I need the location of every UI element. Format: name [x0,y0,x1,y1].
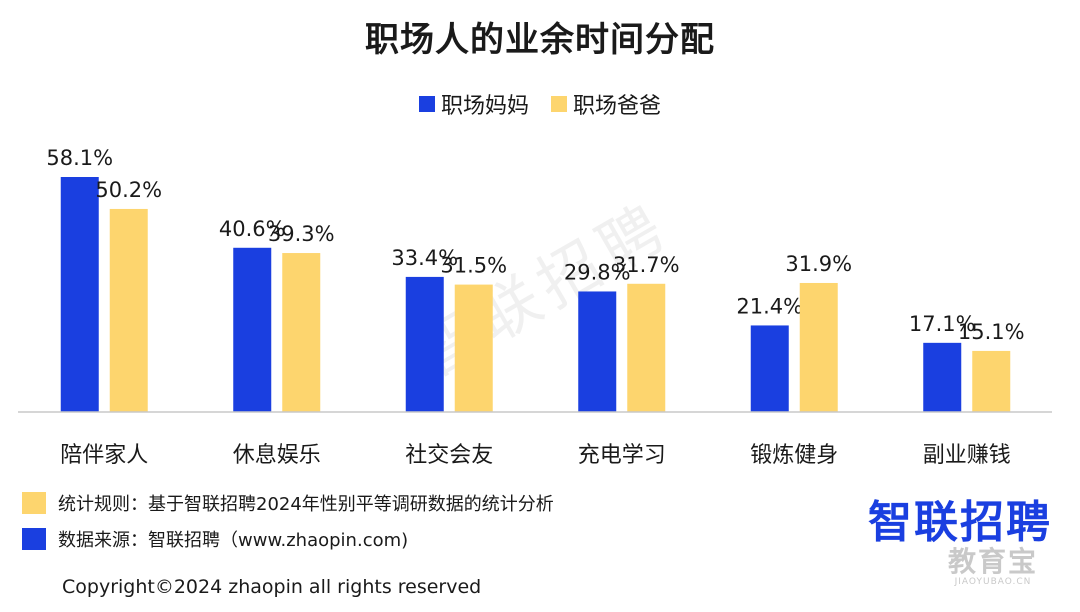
category-label-5: 副业赚钱 [923,443,1011,468]
legend-swatch-fathers [551,96,567,112]
category-label-0: 陪伴家人 [60,443,148,468]
corner-watermark-cn: 教育宝 [948,545,1039,578]
data-label-mothers-4: 21.4% [736,294,803,318]
category-label-3: 充电学习 [578,443,666,468]
footnote-rule: 统计规则：基于智联招聘2024年性别平等调研数据的统计分析 [22,485,554,521]
bar-fathers-3 [627,283,666,412]
category-label-4: 锻炼健身 [750,443,838,468]
corner-watermark: 教育宝 JIAOYUBAO.CN [948,548,1038,587]
chart-title: 职场人的业余时间分配 [365,20,715,60]
data-label-mothers-5: 17.1% [909,312,976,336]
copyright-text: Copyright©2024 zhaopin all rights reserv… [62,576,482,598]
bar-fathers-5 [972,350,1011,412]
bar-mothers-1 [233,247,272,412]
bar-mothers-4 [750,325,789,412]
data-label-mothers-1: 40.6% [219,217,286,241]
data-label-fathers-3: 31.7% [613,253,680,277]
data-label-mothers-2: 33.4% [391,246,458,270]
bar-fathers-4 [799,282,838,412]
footnotes: 统计规则：基于智联招聘2024年性别平等调研数据的统计分析 数据来源：智联招聘（… [22,485,554,557]
data-label-fathers-0: 50.2% [95,178,162,202]
legend-label-fathers: 职场爸爸 [573,94,662,119]
bar-mothers-3 [578,291,617,412]
data-label-fathers-2: 31.5% [440,254,507,278]
category-label-1: 休息娱乐 [233,443,321,468]
bar-mothers-5 [923,342,962,412]
chart-legend: 职场妈妈 职场爸爸 [0,88,1080,120]
corner-watermark-url: JIAOYUBAO.CN [954,577,1032,587]
bar-mothers-0 [60,177,99,412]
legend-swatch-mothers [418,96,435,112]
bar-fathers-1 [282,253,321,412]
footnote-source-text: 数据来源：智联招聘（www.zhaopin.com) [58,530,409,551]
data-label-mothers-3: 29.8% [564,260,631,284]
zhaopin-logo: 智联招聘 [868,497,1052,548]
footnote-source-swatch [22,528,46,550]
bar-fathers-0 [109,208,148,412]
bar-fathers-2 [454,284,493,412]
footnote-rule-swatch [22,492,46,514]
data-label-mothers-0: 58.1% [46,146,113,170]
footnote-source: 数据来源：智联招聘（www.zhaopin.com) [22,521,554,557]
data-label-fathers-1: 39.3% [268,222,335,246]
footnote-rule-text: 统计规则：基于智联招聘2024年性别平等调研数据的统计分析 [58,494,554,515]
legend-item-mothers: 职场妈妈 [418,88,529,120]
category-label-2: 社交会友 [405,443,493,468]
bar-mothers-2 [405,276,444,412]
legend-label-mothers: 职场妈妈 [440,94,529,119]
bar-chart: 58.1% 50.2% 陪伴家人 40.6%39.3% 休息娱乐 33.4%31.5% 社交… [18,146,1052,468]
data-label-fathers-5: 15.1% [958,320,1025,344]
legend-item-fathers: 职场爸爸 [551,88,661,120]
data-label-fathers-4: 31.9% [785,252,852,276]
